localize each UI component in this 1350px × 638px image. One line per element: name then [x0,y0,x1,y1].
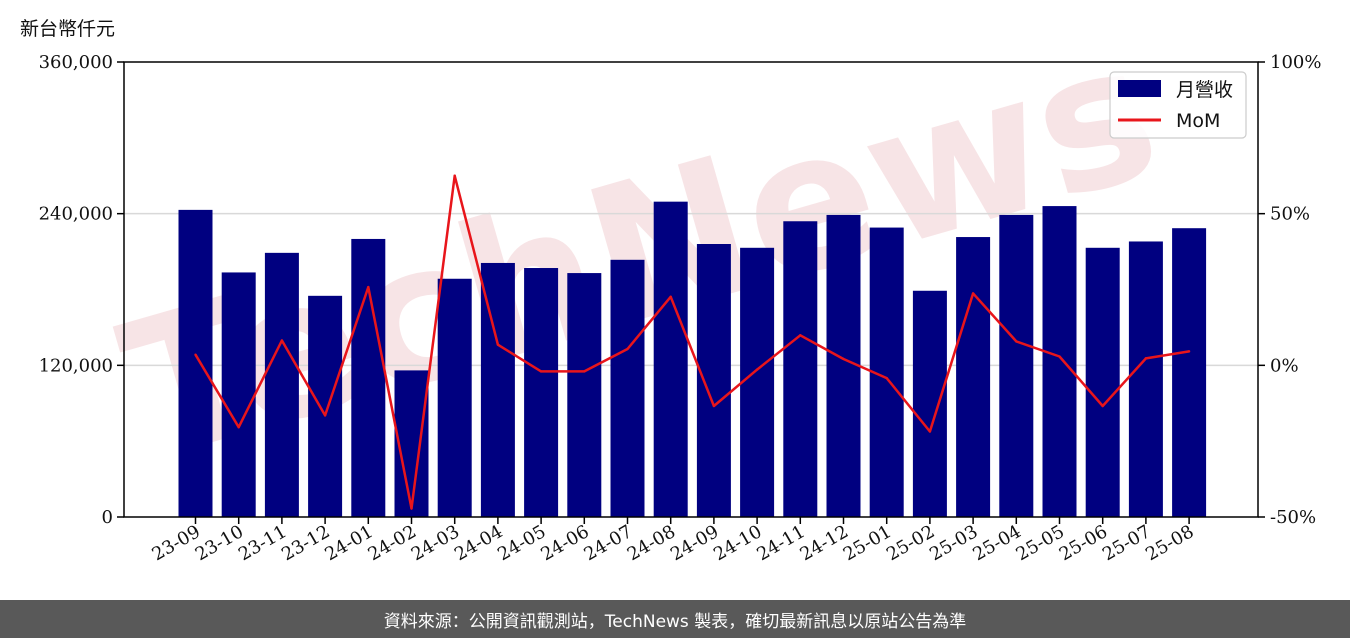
mom-point-25-08 [1187,350,1191,353]
y-left-tick-label: 0 [102,507,113,528]
x-tick-label-24-12: 24-12 [797,521,852,565]
bar-24-01 [351,238,386,517]
bar-24-05 [524,268,559,517]
mom-point-25-04 [1015,340,1018,343]
y-left-tick-label: 240,000 [39,204,113,225]
x-tick-label-23-09: 23-09 [149,521,204,565]
y-right-tick-label: 0% [1270,355,1299,376]
x-tick-label-24-05: 24-05 [494,521,549,565]
mom-point-25-07 [1144,357,1148,360]
y-right-tick-label: 50% [1270,204,1310,225]
mom-point-24-03 [453,174,456,177]
bar-25-08 [1172,228,1207,517]
bar-23-12 [308,295,343,517]
bar-24-10 [740,247,775,517]
x-tick-label-24-10: 24-10 [710,521,765,565]
mom-point-24-11 [799,334,802,337]
mom-point-24-06 [583,370,586,373]
legend-label-revenue: 月營收 [1176,79,1233,101]
bar-24-08 [653,201,688,517]
legend: 月營收 MoM [1109,71,1247,139]
legend-swatch-bar [1118,80,1161,97]
y-left-tick-label: 120,000 [39,355,113,376]
x-tick-label-23-10: 23-10 [192,521,247,565]
mom-point-24-02 [410,507,413,510]
x-tick-label-24-04: 24-04 [451,521,506,565]
x-tick-label-24-11: 24-11 [753,521,808,565]
x-tick-label-24-02: 24-02 [365,521,420,565]
mom-point-25-02 [928,430,932,433]
bar-24-03 [437,278,472,517]
x-tick-label-25-03: 25-03 [926,521,981,565]
y-left-tick-label: 360,000 [39,52,113,73]
x-tick-label-25-05: 25-05 [1013,521,1068,565]
y-right-tick-label: -50% [1270,507,1316,528]
mom-point-25-03 [971,292,975,295]
bar-24-06 [567,273,602,517]
revenue-chart: TechNews 0120,000240,000360,000-50%0%50%… [39,0,1322,565]
bar-24-11 [783,221,818,517]
mom-point-24-10 [755,368,759,371]
mom-point-25-05 [1058,355,1061,358]
bar-25-06 [1085,247,1120,517]
mom-line-series [194,174,1191,510]
bar-25-02 [912,290,947,517]
bar-25-03 [956,237,991,517]
y-right-tick-label: 100% [1270,52,1321,73]
x-tick-label-24-01: 24-01 [321,521,376,565]
mom-point-24-01 [367,285,370,289]
mom-line [194,174,1190,510]
mom-point-23-09 [194,353,197,356]
mom-point-24-05 [539,370,543,373]
mom-point-25-06 [1101,404,1104,408]
x-tick-label-24-07: 24-07 [581,521,636,565]
legend-label-mom: MoM [1176,110,1220,132]
x-tick-label-25-06: 25-06 [1056,521,1111,565]
x-tick-label-23-12: 23-12 [278,521,333,565]
x-tick-label-25-07: 25-07 [1099,521,1154,565]
x-tick-label-24-09: 24-09 [667,521,722,565]
x-tick-label-25-08: 25-08 [1142,521,1197,565]
x-tick-label-25-04: 25-04 [969,521,1024,565]
x-tick-label-25-02: 25-02 [883,521,938,565]
mom-point-24-04 [496,343,500,346]
y-axis-unit-label: 新台幣仟元 [20,18,116,40]
mom-point-23-10 [237,426,240,429]
mom-point-24-07 [626,347,629,351]
plot-frame [123,61,1259,518]
bar-24-12 [826,214,861,518]
x-tick-label-24-03: 24-03 [408,521,463,565]
bar-23-11 [264,252,299,517]
bar-24-07 [610,259,645,517]
bars-series [178,201,1207,518]
bar-24-02 [394,370,429,517]
mom-point-24-08 [669,295,672,298]
source-footer: 資料來源：公開資訊觀測站，TechNews 製表，確切最新訊息以原站公告為準 [0,600,1350,638]
bar-25-05 [1042,206,1077,518]
bar-23-10 [221,272,256,517]
mom-point-24-09 [712,404,716,408]
mom-point-23-11 [280,339,284,342]
mom-point-23-12 [323,414,327,417]
mom-point-25-01 [885,376,888,380]
bar-25-04 [999,214,1034,518]
x-tick-label-24-06: 24-06 [537,521,592,565]
bar-25-07 [1128,241,1163,517]
bar-24-09 [696,244,731,517]
bar-23-09 [178,209,213,517]
x-tick-label-25-01: 25-01 [840,521,895,565]
x-tick-label-24-08: 24-08 [624,521,679,565]
mom-point-24-12 [842,357,845,361]
x-tick-label-23-11: 23-11 [235,521,290,565]
